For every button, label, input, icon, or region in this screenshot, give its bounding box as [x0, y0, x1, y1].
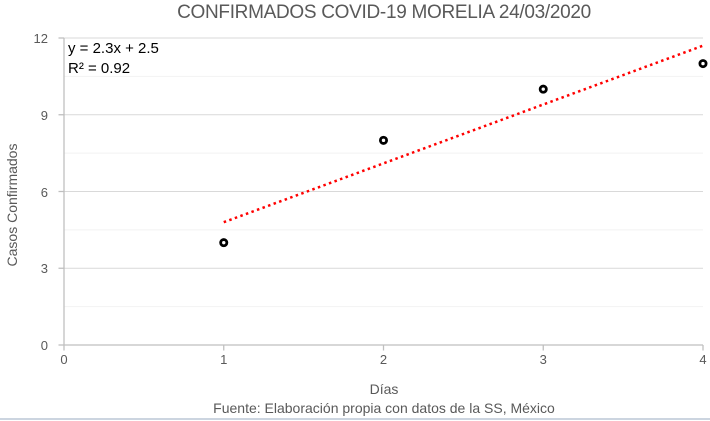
x-tick-label: 1: [220, 352, 228, 367]
y-tick-label: 9: [40, 107, 48, 123]
trendline-equation-label: y = 2.3x + 2.5 R² = 0.92: [68, 39, 159, 79]
y-tick-label: 12: [33, 31, 48, 46]
data-point-marker: [378, 135, 388, 145]
x-tick-label: 4: [699, 352, 707, 367]
trendline: [223, 44, 704, 224]
x-tick-label: 2: [379, 352, 388, 367]
data-point-marker: [219, 238, 229, 248]
data-point-marker: [538, 84, 548, 94]
equation-text: y = 2.3x + 2.5: [68, 40, 159, 57]
chart-title: CONFIRMADOS COVID-19 MORELIA 24/03/2020: [177, 2, 591, 23]
x-tick-label: 3: [539, 352, 547, 367]
r-squared-text: R² = 0.92: [68, 60, 131, 77]
source-note: Fuente: Elaboración propia con datos de …: [213, 400, 555, 416]
y-tick-label: 0: [40, 338, 48, 353]
y-tick-label: 3: [40, 261, 48, 277]
y-tick-label: 6: [40, 184, 48, 200]
x-axis-title: Días: [369, 381, 399, 397]
data-point-marker: [698, 59, 708, 69]
bottom-border-line: [0, 418, 710, 420]
x-tick-label: 0: [60, 352, 68, 367]
